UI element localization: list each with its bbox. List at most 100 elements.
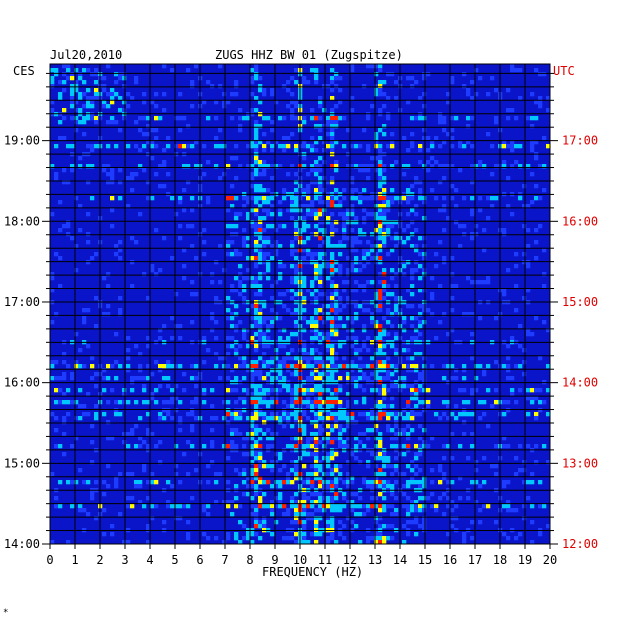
- spectrogram-cell: [386, 332, 391, 337]
- spectrogram-cell: [250, 384, 255, 389]
- spectrogram-cell: [362, 288, 367, 293]
- spectrogram-cell: [174, 144, 179, 149]
- spectrogram-cell: [118, 180, 123, 185]
- spectrogram-cell: [278, 364, 283, 369]
- spectrogram-cell: [366, 428, 371, 433]
- spectrogram-cell: [482, 368, 487, 373]
- spectrogram-cell: [254, 224, 259, 229]
- spectrogram-cell: [386, 284, 391, 289]
- spectrogram-cell: [254, 404, 259, 409]
- spectrogram-cell: [258, 256, 263, 261]
- spectrogram-cell: [234, 324, 239, 329]
- spectrogram-cell: [370, 316, 375, 321]
- spectrogram-cell: [326, 200, 331, 205]
- spectrogram-cell: [254, 384, 259, 389]
- spectrogram-cell: [374, 536, 379, 541]
- spectrogram-cell: [194, 292, 199, 297]
- spectrogram-cell: [474, 68, 479, 73]
- spectrogram-cell: [330, 332, 335, 337]
- spectrogram-cell: [130, 236, 135, 241]
- spectrogram-cell: [226, 536, 231, 541]
- spectrogram-cell: [90, 492, 95, 497]
- spectrogram-cell: [202, 504, 207, 509]
- spectrogram-cell: [534, 140, 539, 145]
- spectrogram-cell: [278, 380, 283, 385]
- spectrogram-cell: [150, 472, 155, 477]
- spectrogram-cell: [126, 432, 131, 437]
- spectrogram-cell: [118, 412, 123, 417]
- spectrogram-cell: [114, 412, 119, 417]
- spectrogram-cell: [194, 256, 199, 261]
- spectrogram-cell: [174, 384, 179, 389]
- spectrogram-cell: [262, 260, 267, 265]
- spectrogram-cell: [470, 480, 475, 485]
- spectrogram-cell: [258, 164, 263, 169]
- spectrogram-cell: [446, 444, 451, 449]
- spectrogram-cell: [314, 460, 319, 465]
- spectrogram-cell: [142, 504, 147, 509]
- spectrogram-cell: [190, 424, 195, 429]
- spectrogram-cell: [138, 484, 143, 489]
- spectrogram-cell: [86, 68, 91, 73]
- spectrogram-cell: [254, 512, 259, 517]
- spectrogram-cell: [294, 400, 299, 405]
- spectrogram-cell: [322, 200, 327, 205]
- spectrogram-cell: [246, 268, 251, 273]
- spectrogram-cell: [462, 312, 467, 317]
- spectrogram-cell: [402, 272, 407, 277]
- spectrogram-cell: [386, 368, 391, 373]
- spectrogram-cell: [338, 428, 343, 433]
- spectrogram-cell: [422, 524, 427, 529]
- spectrogram-cell: [138, 212, 143, 217]
- spectrogram-cell: [322, 360, 327, 365]
- spectrogram-cell: [234, 196, 239, 201]
- spectrogram-cell: [362, 308, 367, 313]
- spectrogram-cell: [538, 196, 543, 201]
- spectrogram-cell: [378, 532, 383, 537]
- spectrogram-cell: [210, 440, 215, 445]
- spectrogram-cell: [374, 204, 379, 209]
- spectrogram-cell: [150, 196, 155, 201]
- spectrogram-cell: [194, 376, 199, 381]
- spectrogram-cell: [282, 356, 287, 361]
- spectrogram-cell: [258, 504, 263, 509]
- spectrogram-cell: [74, 84, 79, 89]
- spectrogram-cell: [58, 444, 63, 449]
- spectrogram-cell: [262, 240, 267, 245]
- spectrogram-cell: [258, 444, 263, 449]
- spectrogram-cell: [154, 92, 159, 97]
- spectrogram-cell: [370, 280, 375, 285]
- spectrogram-cell: [274, 140, 279, 145]
- spectrogram-cell: [310, 500, 315, 505]
- spectrogram-cell: [326, 84, 331, 89]
- spectrogram-cell: [374, 424, 379, 429]
- spectrogram-cell: [402, 164, 407, 169]
- spectrogram-cell: [146, 432, 151, 437]
- spectrogram-cell: [394, 284, 399, 289]
- spectrogram-cell: [158, 364, 163, 369]
- spectrogram-cell: [378, 484, 383, 489]
- spectrogram-cell: [326, 316, 331, 321]
- spectrogram-cell: [334, 496, 339, 501]
- spectrogram-cell: [270, 224, 275, 229]
- spectrogram-cell: [522, 296, 527, 301]
- spectrogram-cell: [234, 212, 239, 217]
- spectrogram-cell: [414, 364, 419, 369]
- spectrogram-cell: [318, 184, 323, 189]
- spectrogram-cell: [514, 508, 519, 513]
- spectrogram-cell: [182, 208, 187, 213]
- spectrogram-cell: [134, 444, 139, 449]
- spectrogram-cell: [102, 76, 107, 81]
- spectrogram-cell: [290, 196, 295, 201]
- spectrogram-cell: [478, 400, 483, 405]
- spectrogram-cell: [414, 532, 419, 537]
- spectrogram-cell: [330, 108, 335, 113]
- spectrogram-cell: [254, 240, 259, 245]
- spectrogram-cell: [458, 476, 463, 481]
- spectrogram-cell: [382, 412, 387, 417]
- spectrogram-cell: [262, 516, 267, 521]
- spectrogram-cell: [382, 360, 387, 365]
- spectrogram-cell: [262, 432, 267, 437]
- spectrogram-cell: [78, 404, 83, 409]
- spectrogram-cell: [394, 416, 399, 421]
